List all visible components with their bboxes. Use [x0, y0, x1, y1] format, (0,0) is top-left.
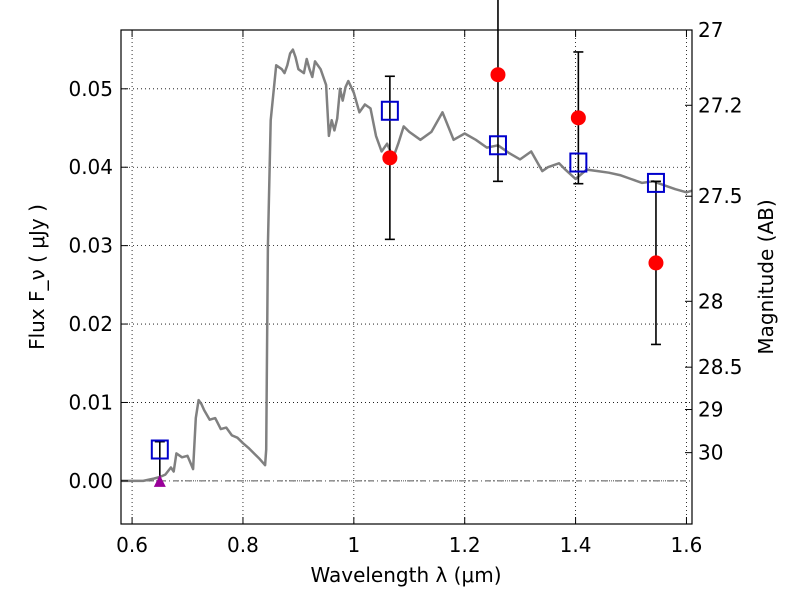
synthetic-square — [646, 172, 665, 193]
x-tick-label: 1 — [347, 533, 360, 557]
x-tick-labels: 0.6 0.8 1 1.2 1.4 1.6 — [116, 533, 702, 557]
observed-photometry-layer — [153, 67, 664, 487]
y2-axis-title: Magnitude (AB) — [754, 199, 778, 354]
y2-tick-label: 30 — [698, 441, 723, 465]
y-axis-title: Flux F_ν ( μJy ) — [25, 204, 49, 350]
model-spectrum-layer — [121, 48, 693, 483]
x-tick-label: 0.8 — [227, 533, 259, 557]
x-tick-label: 1.4 — [560, 533, 592, 557]
y-tick-label: 0.02 — [68, 312, 113, 336]
y2-tick-label: 27.5 — [698, 184, 743, 208]
observed-point — [648, 255, 664, 271]
y-tick-label: 0.03 — [68, 234, 113, 258]
y-tick-label: 0.00 — [68, 469, 113, 493]
y2-tick-label: 29 — [698, 398, 723, 422]
y2-tick-labels: 27 27.2 27.5 28 28.5 29 30 — [698, 18, 743, 465]
y2-tick-label: 28 — [698, 289, 723, 313]
observed-point — [490, 67, 506, 83]
upper-limit-triangle — [153, 474, 166, 487]
synthetic-square — [569, 152, 588, 173]
synthetic-square — [488, 135, 507, 156]
synthetic-photometry-layer — [150, 100, 665, 460]
y-tick-label: 0.04 — [68, 155, 113, 179]
x-tick-label: 1.2 — [449, 533, 481, 557]
observed-point — [570, 110, 586, 126]
x-axis-title: Wavelength λ (μm) — [310, 563, 501, 587]
y-tick-label: 0.01 — [68, 390, 113, 414]
x-tick-label: 0.6 — [116, 533, 148, 557]
tick-layer — [121, 29, 692, 524]
plot-frame — [120, 29, 693, 525]
y2-tick-label: 27.2 — [698, 93, 743, 117]
y-tick-labels: 0.00 0.01 0.02 0.03 0.04 0.05 — [68, 77, 113, 493]
observed-point — [382, 150, 398, 166]
synthetic-square — [150, 439, 169, 460]
synthetic-square — [380, 100, 399, 121]
y2-tick-label: 28.5 — [698, 355, 743, 379]
model-spectrum-line — [121, 48, 693, 483]
y-tick-label: 0.05 — [68, 77, 113, 101]
x-tick-label: 1.6 — [671, 533, 703, 557]
y2-tick-label: 27 — [698, 18, 723, 42]
